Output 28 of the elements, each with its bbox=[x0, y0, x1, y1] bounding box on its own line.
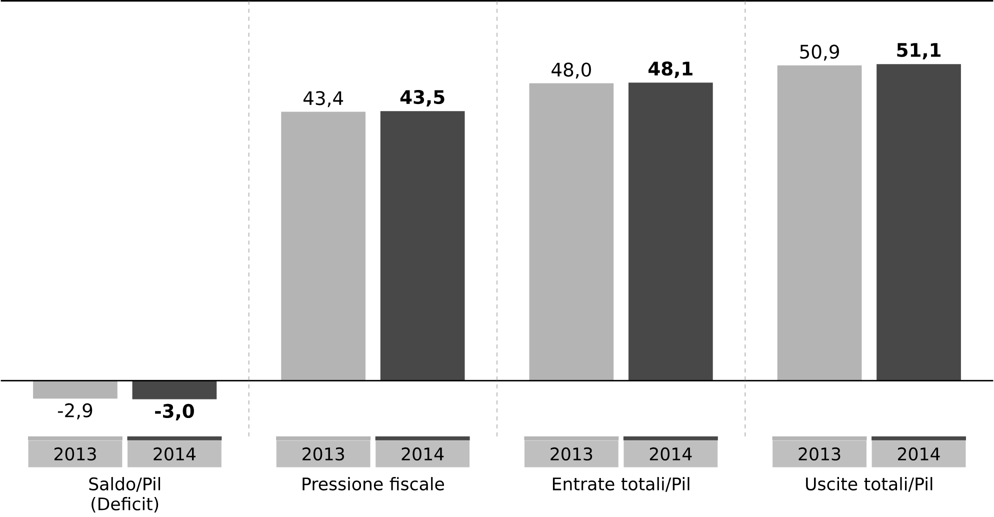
text: 2013 bbox=[550, 447, 592, 461]
data-label: 43,5 bbox=[400, 90, 444, 107]
bar bbox=[777, 65, 862, 381]
bar bbox=[628, 82, 713, 381]
text: 2014 bbox=[154, 447, 196, 461]
data-label: 51,1 bbox=[897, 43, 941, 60]
x-tick-label: Pressione fiscale bbox=[302, 477, 444, 491]
data-label: 50,9 bbox=[800, 44, 839, 61]
x-tick-label: Uscite totali/Pil bbox=[806, 477, 932, 492]
text: 2014 bbox=[402, 447, 444, 461]
data-label: 48,0 bbox=[552, 62, 591, 79]
bar bbox=[876, 64, 961, 381]
data-label: 48,1 bbox=[648, 62, 692, 78]
data-label: 43,4 bbox=[303, 91, 344, 108]
x-tick-label: Saldo/Pil (Deficit) bbox=[89, 477, 160, 513]
bar bbox=[132, 380, 217, 400]
text: 2013 bbox=[54, 447, 96, 461]
text: 2014 bbox=[650, 447, 692, 461]
text: 2013 bbox=[798, 447, 840, 461]
bar bbox=[380, 111, 465, 381]
text: 2013 bbox=[302, 447, 344, 461]
bar bbox=[529, 83, 614, 381]
data-label: -2,9 bbox=[58, 403, 92, 420]
bar bbox=[33, 380, 118, 399]
data-label: -3,0 bbox=[155, 404, 194, 420]
bar bbox=[281, 112, 366, 381]
text: 2014 bbox=[898, 447, 940, 461]
x-tick-label: Entrate totali/Pil bbox=[552, 477, 690, 492]
